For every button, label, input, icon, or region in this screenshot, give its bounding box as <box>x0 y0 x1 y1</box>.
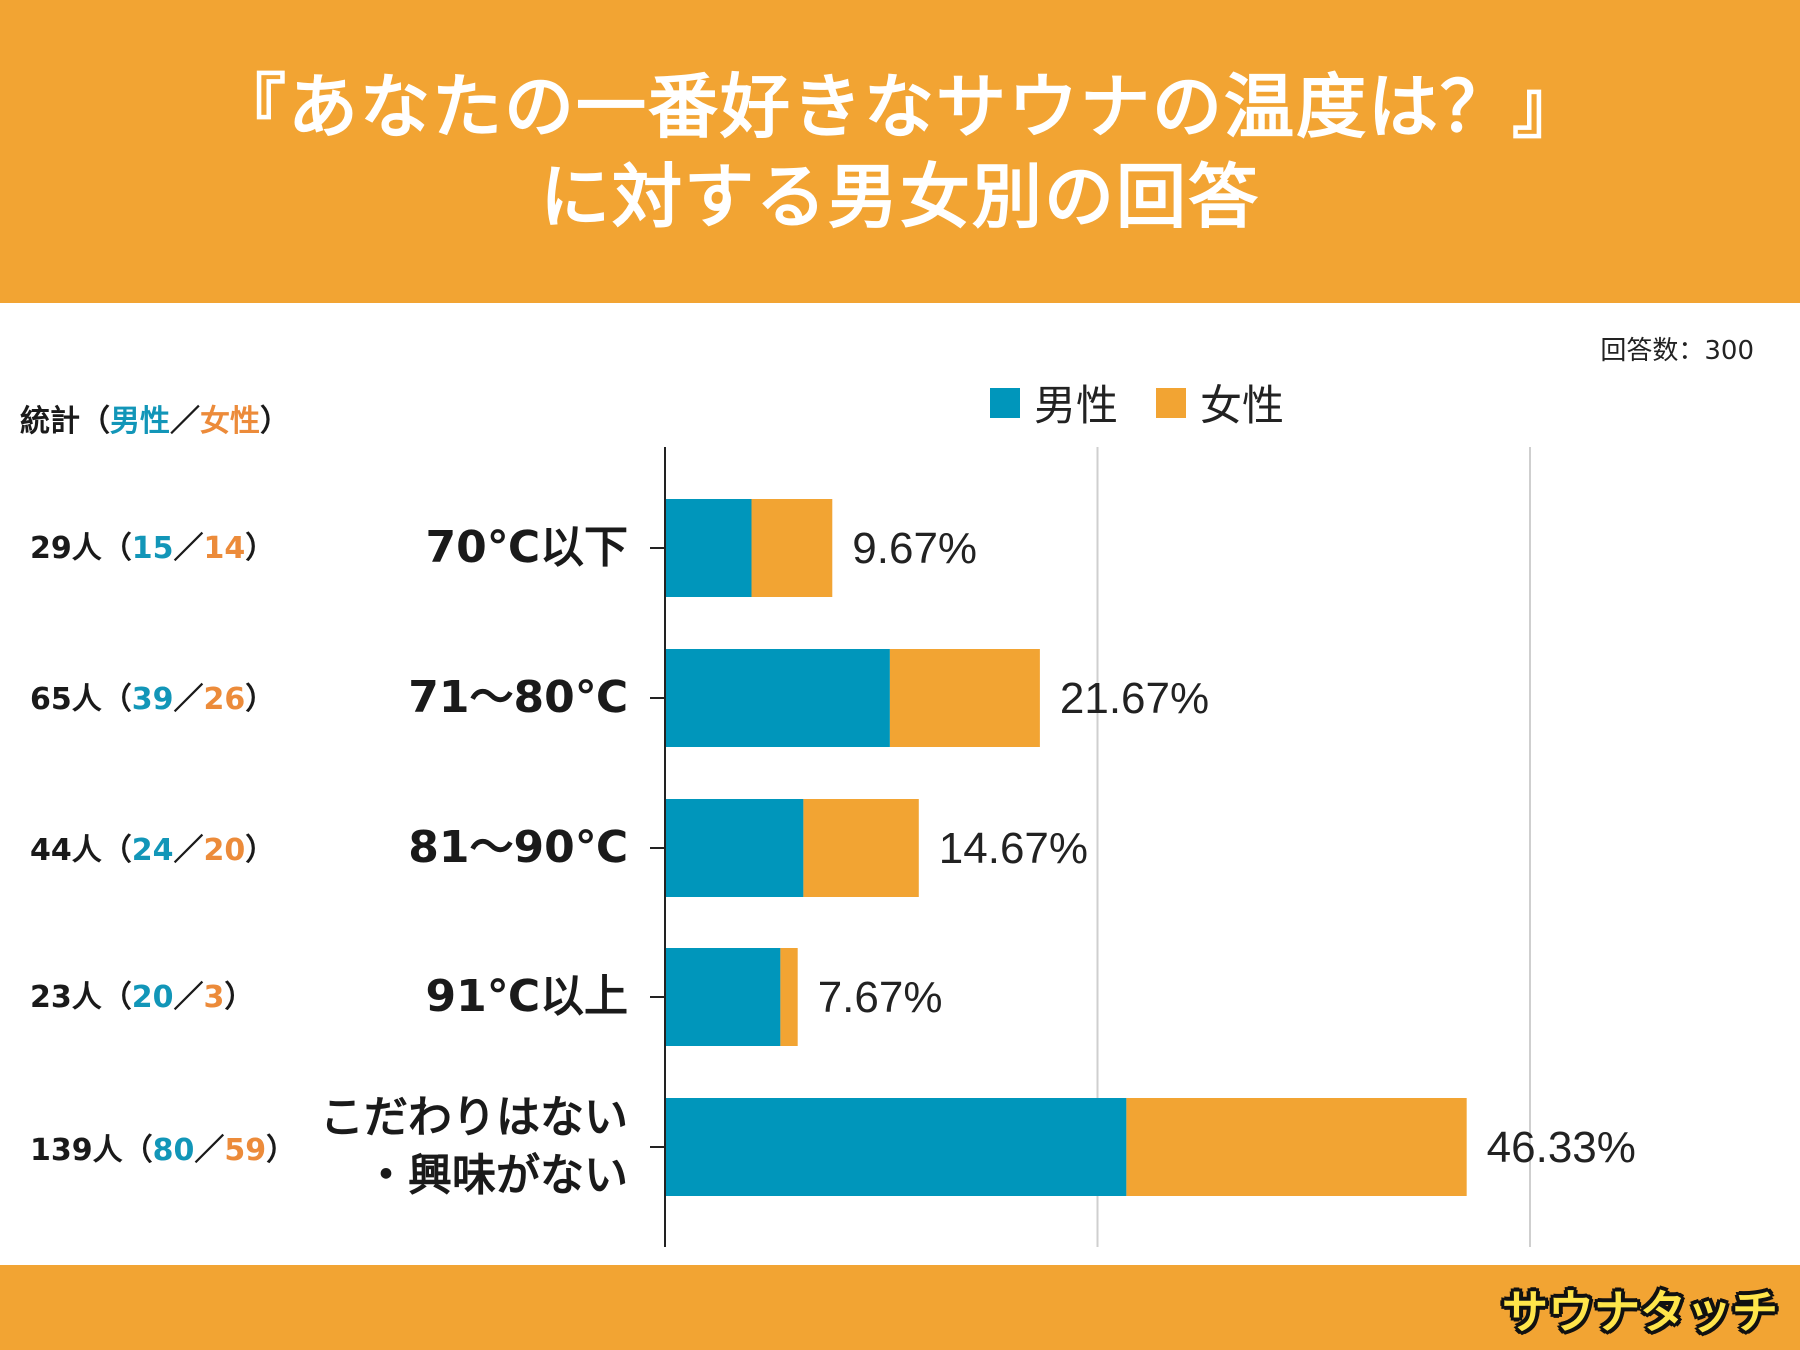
stat-total: 44人（ <box>30 833 132 868</box>
bar-female <box>751 499 833 597</box>
data-label: 14.67% <box>939 824 1088 873</box>
stat-female: 14 <box>203 531 246 566</box>
legend-label-male: 男性 <box>1034 381 1119 430</box>
title-line-1: 『あなたの一番好きなサウナの温度は？』 <box>216 65 1584 148</box>
stat-male: 15 <box>131 531 174 566</box>
stats-header-slash: ／ <box>170 404 200 439</box>
stat-total: 29人（ <box>30 531 132 566</box>
stats-header-label: 統計（ <box>20 404 110 439</box>
stat-total: 139人（ <box>30 1133 153 1168</box>
stat-row: 139人（80／59） <box>30 1133 297 1168</box>
category-label: 70℃以下 <box>425 522 628 573</box>
stat-male: 39 <box>131 682 174 717</box>
bar-female <box>889 649 1040 747</box>
stats-header: 統計（男性／女性） <box>20 396 290 440</box>
bar-male <box>665 799 804 897</box>
category-label: 91℃以上 <box>425 971 628 1022</box>
stats-header-close: ） <box>260 404 290 439</box>
title-line-2: に対する男女別の回答 <box>540 155 1260 238</box>
stat-female: 20 <box>203 833 246 868</box>
legend-swatch-male <box>990 387 1020 418</box>
stats-header-female: 女性 <box>200 404 260 439</box>
respondent-count: 回答数：300 <box>1600 336 1754 366</box>
stats-header-male: 男性 <box>110 404 170 439</box>
category-label: 81〜90℃ <box>408 822 628 873</box>
stat-row: 23人（20／3） <box>30 980 255 1015</box>
bar-male <box>665 499 752 597</box>
bar-male <box>665 948 781 1046</box>
category-label: こだわりはない ・興味がない <box>320 1092 628 1201</box>
bar-female <box>780 948 798 1046</box>
title-banner: 『あなたの一番好きなサウナの温度は？』 に対する男女別の回答 <box>0 0 1800 303</box>
bar-female <box>1126 1098 1467 1196</box>
stat-total: 23人（ <box>30 980 132 1015</box>
stat-female: 26 <box>203 682 246 717</box>
stat-row: 65人（39／26） <box>30 682 276 717</box>
stat-row: 44人（24／20） <box>30 833 276 868</box>
stat-male: 24 <box>131 833 174 868</box>
data-label: 21.67% <box>1060 674 1209 723</box>
chart-legend: 男性 女性 <box>990 372 1322 433</box>
legend-swatch-female <box>1156 387 1187 418</box>
stat-male: 20 <box>131 980 174 1015</box>
bar-female <box>803 799 919 897</box>
brand-logo: サウナタッチ <box>1502 1285 1778 1339</box>
bar-male <box>665 1098 1127 1196</box>
data-label: 9.67% <box>852 524 977 573</box>
stat-row: 29人（15／14） <box>30 531 276 566</box>
stat-male: 80 <box>152 1133 195 1168</box>
category-label: 71〜80℃ <box>408 672 628 723</box>
stat-total: 65人（ <box>30 682 132 717</box>
stat-female: 59 <box>224 1133 267 1168</box>
data-label: 7.67% <box>818 973 943 1022</box>
legend-item-female: 女性 <box>1156 372 1284 433</box>
legend-label-female: 女性 <box>1200 381 1285 430</box>
bar-male <box>665 649 890 747</box>
stat-female: 3 <box>203 980 225 1015</box>
legend-item-male: 男性 <box>990 372 1118 433</box>
data-label: 46.33% <box>1487 1123 1636 1172</box>
footer-bar <box>0 1265 1800 1350</box>
